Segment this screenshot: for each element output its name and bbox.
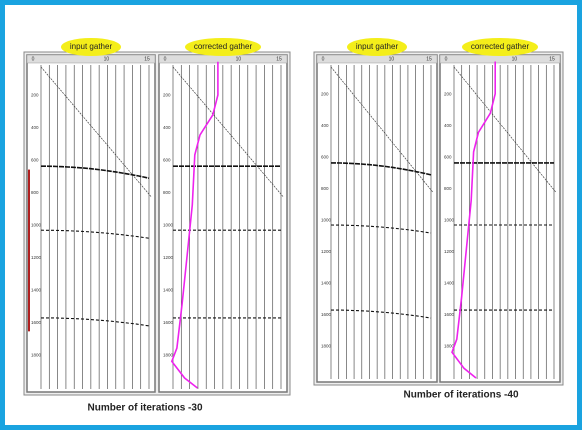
- gather-label: input gather: [70, 42, 113, 51]
- depth-tick-label: 1200: [163, 255, 174, 260]
- caption: Number of iterations -40: [403, 390, 518, 401]
- depth-tick-label: 1800: [31, 353, 42, 358]
- top-axis: [26, 54, 156, 64]
- depth-tick-label: 1200: [321, 249, 332, 254]
- top-tick-label: 0: [32, 56, 35, 62]
- depth-tick-label: 800: [321, 186, 329, 191]
- velocity-curve: [451, 61, 496, 379]
- gather-label: input gather: [356, 42, 399, 51]
- depth-tick-label: 400: [321, 123, 329, 128]
- top-tick-label: 0: [445, 56, 448, 62]
- top-tick-label: 15: [426, 56, 432, 62]
- depth-tick-label: 1600: [163, 320, 174, 325]
- label-bubble: [61, 38, 121, 56]
- depth-tick-label: 200: [444, 92, 452, 97]
- label-bubble: [347, 38, 407, 56]
- figure: 0 10 1520040060080010001200140016001800inp…: [23, 38, 564, 414]
- top-tick-label: 0: [164, 56, 167, 62]
- reflection-event: [40, 229, 150, 239]
- top-axis: [158, 54, 288, 64]
- depth-tick-label: 400: [163, 125, 171, 130]
- top-tick-label: 10: [512, 56, 518, 62]
- gather-label: corrected gather: [194, 42, 253, 51]
- depth-tick-label: 200: [321, 92, 329, 97]
- top-tick-label: 15: [144, 56, 150, 62]
- top-tick-label: 10: [236, 56, 242, 62]
- depth-tick-label: 1000: [444, 218, 455, 223]
- depth-tick-label: 200: [163, 93, 171, 98]
- top-tick-label: 10: [104, 56, 110, 62]
- top-tick-label: 0: [322, 56, 325, 62]
- depth-tick-label: 800: [163, 190, 171, 195]
- depth-tick-label: 1600: [321, 312, 332, 317]
- depth-tick-label: 1000: [321, 218, 332, 223]
- top-tick-label: 15: [276, 56, 282, 62]
- direct-arrival: [172, 66, 284, 197]
- depth-tick-label: 600: [31, 158, 39, 163]
- depth-tick-label: 1400: [163, 288, 174, 293]
- depth-tick-label: 400: [444, 123, 452, 128]
- gather-label: corrected gather: [471, 42, 530, 51]
- depth-tick-label: 1400: [321, 281, 332, 286]
- depth-tick-label: 800: [31, 190, 39, 195]
- depth-tick-label: 1800: [444, 344, 455, 349]
- label-bubble: [462, 38, 538, 56]
- depth-tick-label: 800: [444, 186, 452, 191]
- depth-tick-label: 1000: [31, 223, 42, 228]
- depth-tick-label: 600: [163, 158, 171, 163]
- caption: Number of iterations -30: [87, 403, 202, 414]
- reflection-event: [331, 309, 432, 319]
- depth-tick-label: 200: [31, 93, 39, 98]
- reflection-event: [41, 165, 150, 179]
- depth-tick-label: 400: [31, 125, 39, 130]
- red-strip: [28, 169, 30, 332]
- top-tick-label: 10: [389, 56, 395, 62]
- depth-tick-label: 600: [321, 155, 329, 160]
- velocity-curve: [170, 61, 219, 389]
- depth-tick-label: 1400: [31, 288, 42, 293]
- top-axis: [439, 54, 561, 64]
- depth-tick-label: 1800: [321, 344, 332, 349]
- reflection-event: [330, 224, 432, 234]
- depth-tick-label: 1000: [163, 223, 174, 228]
- top-tick-label: 15: [549, 56, 555, 62]
- depth-tick-label: 1200: [444, 249, 455, 254]
- depth-tick-label: 1400: [444, 281, 455, 286]
- depth-tick-label: 1800: [163, 353, 174, 358]
- reflection-event: [331, 162, 432, 176]
- depth-tick-label: 1200: [31, 255, 42, 260]
- depth-tick-label: 1600: [31, 320, 42, 325]
- reflection-event: [41, 317, 150, 327]
- depth-tick-label: 1600: [444, 312, 455, 317]
- depth-tick-label: 600: [444, 155, 452, 160]
- top-axis: [316, 54, 438, 64]
- label-bubble: [185, 38, 261, 56]
